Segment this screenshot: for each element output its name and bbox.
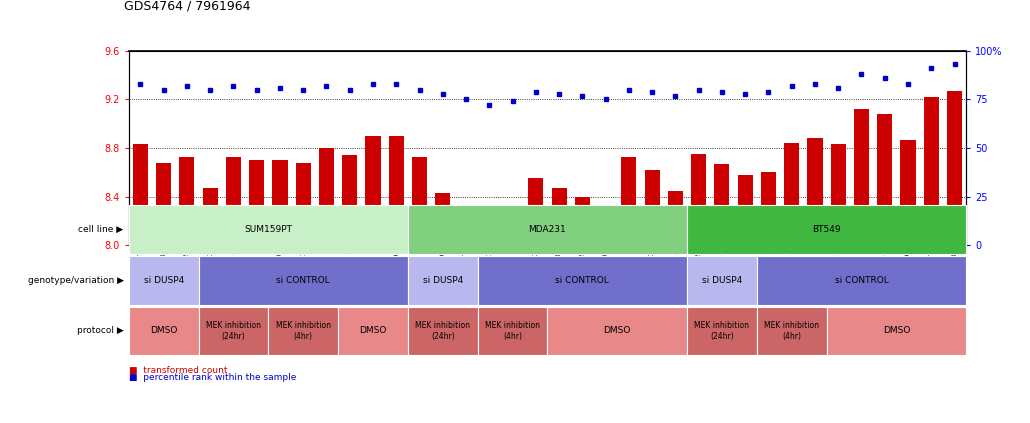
Bar: [878, 114, 892, 245]
Text: MEK inhibition
(24hr): MEK inhibition (24hr): [206, 321, 261, 341]
Text: DMSO: DMSO: [604, 327, 631, 335]
Bar: [412, 157, 427, 245]
Text: SUM159PT: SUM159PT: [244, 225, 293, 234]
Bar: [715, 164, 729, 245]
Bar: [249, 160, 265, 245]
Text: MDA231: MDA231: [528, 225, 566, 234]
Bar: [528, 179, 544, 245]
Bar: [691, 154, 707, 245]
Text: si CONTROL: si CONTROL: [555, 276, 609, 285]
Bar: [598, 209, 613, 245]
Bar: [319, 148, 334, 245]
Bar: [272, 160, 287, 245]
Bar: [900, 140, 916, 245]
Text: si DUSP4: si DUSP4: [143, 276, 183, 285]
Bar: [157, 163, 171, 245]
Bar: [296, 163, 311, 245]
Text: MEK inhibition
(4hr): MEK inhibition (4hr): [485, 321, 540, 341]
Bar: [621, 157, 637, 245]
Bar: [133, 144, 148, 245]
Bar: [342, 155, 357, 245]
Bar: [947, 91, 962, 245]
Text: MEK inhibition
(4hr): MEK inhibition (4hr): [276, 321, 331, 341]
Text: DMSO: DMSO: [883, 327, 911, 335]
Text: si CONTROL: si CONTROL: [834, 276, 888, 285]
Text: MEK inhibition
(24hr): MEK inhibition (24hr): [415, 321, 471, 341]
Bar: [458, 227, 474, 245]
Bar: [667, 191, 683, 245]
Text: ■  transformed count: ■ transformed count: [129, 365, 228, 375]
Bar: [505, 239, 520, 245]
Text: protocol ▶: protocol ▶: [77, 327, 124, 335]
Bar: [924, 97, 938, 245]
Bar: [179, 157, 195, 245]
Text: si CONTROL: si CONTROL: [276, 276, 330, 285]
Bar: [226, 157, 241, 245]
Bar: [575, 197, 590, 245]
Text: MEK inhibition
(4hr): MEK inhibition (4hr): [764, 321, 819, 341]
Bar: [808, 138, 823, 245]
Text: genotype/variation ▶: genotype/variation ▶: [28, 276, 124, 285]
Text: BT549: BT549: [813, 225, 840, 234]
Bar: [784, 143, 799, 245]
Text: DMSO: DMSO: [150, 327, 177, 335]
Text: ■  percentile rank within the sample: ■ percentile rank within the sample: [129, 373, 297, 382]
Text: si DUSP4: si DUSP4: [422, 276, 462, 285]
Bar: [737, 175, 753, 245]
Bar: [203, 188, 217, 245]
Text: MEK inhibition
(24hr): MEK inhibition (24hr): [694, 321, 750, 341]
Bar: [854, 109, 869, 245]
Text: DMSO: DMSO: [359, 327, 386, 335]
Bar: [482, 242, 496, 245]
Text: cell line ▶: cell line ▶: [78, 225, 124, 234]
Bar: [366, 136, 380, 245]
Bar: [830, 144, 846, 245]
Bar: [388, 136, 404, 245]
Bar: [761, 173, 776, 245]
Bar: [551, 188, 567, 245]
Bar: [436, 193, 450, 245]
Bar: [645, 170, 659, 245]
Text: GDS4764 / 7961964: GDS4764 / 7961964: [124, 0, 250, 13]
Text: si DUSP4: si DUSP4: [701, 276, 742, 285]
